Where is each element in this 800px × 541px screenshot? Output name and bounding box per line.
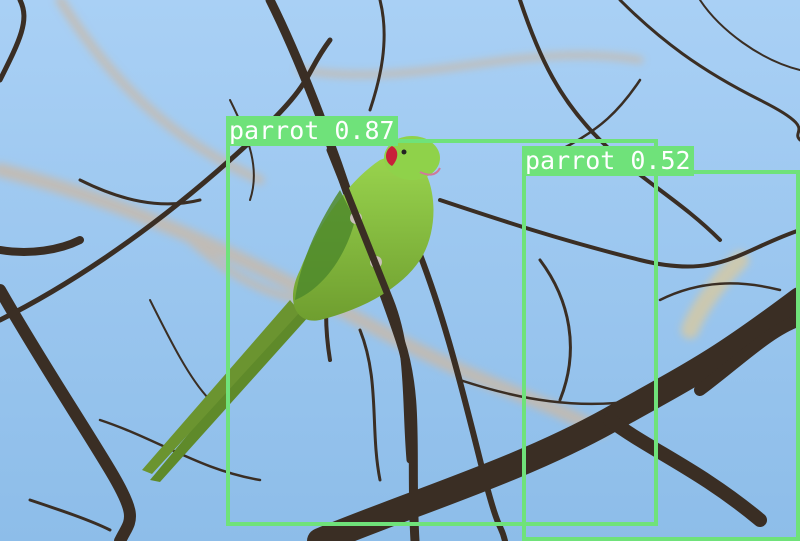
parrot-tail — [150, 300, 310, 482]
parrot-neck-ring — [419, 167, 441, 176]
detection-label-2: parrot 0.52 — [522, 146, 694, 176]
detection-box-2 — [522, 170, 800, 541]
parrot-eye — [401, 149, 407, 155]
parrot-head — [384, 136, 440, 180]
parrot — [142, 136, 441, 482]
parrot-wing — [295, 190, 355, 300]
parrot-beak — [386, 146, 398, 166]
detection-label-1: parrot 0.87 — [226, 116, 398, 146]
detection-box-1 — [226, 139, 658, 526]
front-branch — [326, 146, 414, 464]
